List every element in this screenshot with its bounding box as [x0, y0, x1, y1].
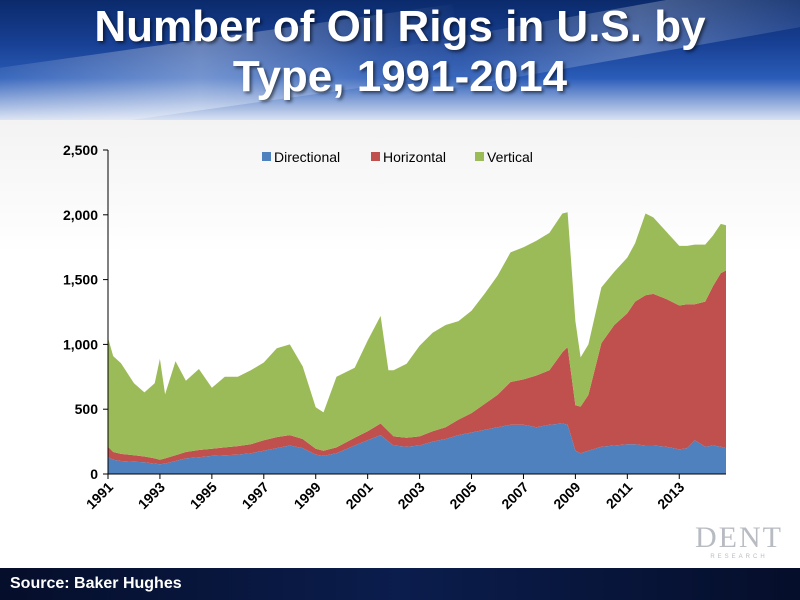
stacked-area-chart: 0 500 1,000 1,500 2,000 2,500 1991 1993 1995 1997…: [63, 142, 726, 512]
y-tick-label: 1,500: [63, 272, 98, 288]
x-tick-label: 2005: [446, 479, 479, 512]
area-horizontal-series: [108, 270, 726, 465]
source-note: Source: Baker Hughes: [10, 575, 182, 592]
y-tick-label: 1,000: [63, 336, 98, 352]
chart-areas: [108, 212, 726, 474]
page-title: Number of Oil Rigs in U.S. by Type, 1991…: [94, 2, 706, 101]
x-tick-label: 2011: [603, 479, 636, 512]
dent-research-logo: DENT RESEARCH: [684, 522, 794, 562]
legend-swatch-vertical: [475, 152, 484, 161]
y-tick-label: 500: [75, 401, 99, 417]
x-tick-label: 2001: [342, 479, 375, 512]
chart-legend: Directional Horizontal Vertical: [262, 149, 533, 165]
x-tick-label: 2003: [394, 479, 427, 512]
x-tick-label: 1995: [187, 479, 220, 512]
x-tick-label: 2013: [654, 479, 687, 512]
x-tick-label: 2007: [498, 479, 531, 512]
x-tick-label: 1993: [135, 479, 168, 512]
x-tick-label: 2009: [550, 479, 583, 512]
footer-bar: Source: Baker Hughes: [0, 568, 800, 600]
legend-swatch-horizontal: [371, 152, 380, 161]
legend-swatch-directional: [262, 152, 271, 161]
y-tick-label: 2,500: [63, 142, 98, 158]
x-tick-label: 1999: [291, 479, 324, 512]
area-vertical-series: [108, 212, 726, 460]
legend-label-vertical: Vertical: [487, 149, 533, 165]
y-tick-label: 2,000: [63, 207, 98, 223]
y-tick-label: 0: [90, 466, 98, 482]
legend-label-directional: Directional: [274, 149, 340, 165]
area-directional-series: [108, 423, 726, 474]
logo-wordmark: DENT: [695, 521, 783, 554]
x-tick-label: 1997: [239, 479, 272, 512]
logo-subtitle: RESEARCH: [710, 554, 768, 560]
x-tick-label: 1991: [83, 479, 116, 512]
title-banner: Number of Oil Rigs in U.S. by Type, 1991…: [0, 0, 800, 120]
legend-label-horizontal: Horizontal: [383, 149, 446, 165]
